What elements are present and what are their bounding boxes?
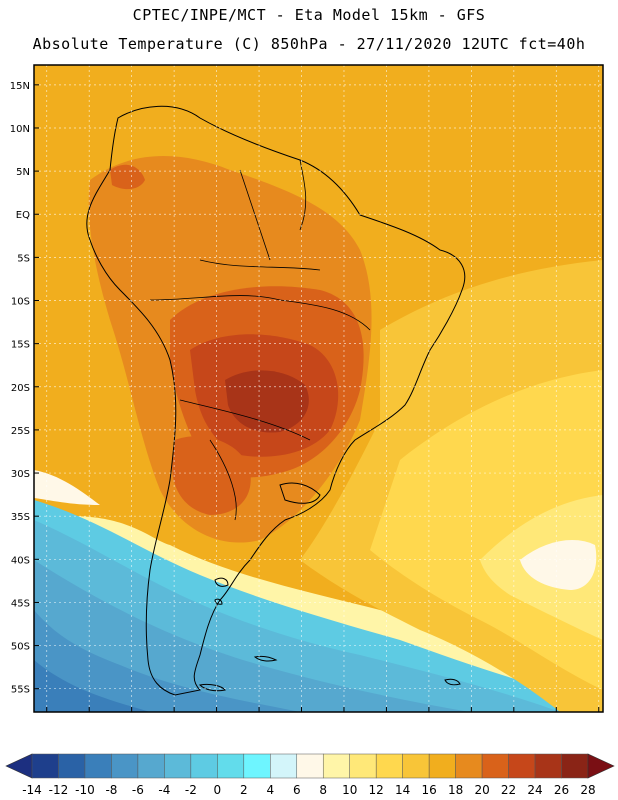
colorbar-swatch xyxy=(375,753,403,779)
colorbar-label: -6 xyxy=(132,783,144,797)
lat-label: 15N xyxy=(10,81,30,92)
lat-label: 10S xyxy=(11,297,30,308)
lat-label: 35S xyxy=(11,512,30,523)
lat-label: 25S xyxy=(11,426,30,437)
colorbar-label: 28 xyxy=(580,783,595,797)
lat-label: 20S xyxy=(11,383,30,394)
colorbar-label: 14 xyxy=(395,783,410,797)
colorbar-label: 6 xyxy=(293,783,301,797)
colorbar-under-arrow xyxy=(5,753,33,779)
colorbar-label: 16 xyxy=(422,783,437,797)
colorbar-label: -14 xyxy=(22,783,42,797)
colorbar-label: -2 xyxy=(185,783,197,797)
lat-label: 45S xyxy=(11,598,30,609)
colorbar-label: 20 xyxy=(474,783,489,797)
colorbar-swatch xyxy=(428,753,456,779)
colorbar-swatch xyxy=(534,753,562,779)
colorbar-swatch xyxy=(243,753,271,779)
lat-label: 10N xyxy=(10,124,30,135)
map-title-line-1: CPTEC/INPE/MCT - Eta Model 15km - GFS xyxy=(132,6,486,24)
lat-label: 50S xyxy=(11,642,30,653)
colorbar-label: -12 xyxy=(49,783,69,797)
colorbar-swatch xyxy=(111,753,139,779)
map-title-line-2: Absolute Temperature (C) 850hPa - 27/11/… xyxy=(32,35,586,53)
colorbar-swatch xyxy=(402,753,430,779)
colorbar-swatch xyxy=(349,753,377,779)
colorbar-swatch xyxy=(84,753,112,779)
colorbar-over-arrow xyxy=(587,753,615,779)
colorbar-label: 8 xyxy=(319,783,327,797)
map-frame xyxy=(33,64,604,713)
colorbar-swatch xyxy=(217,753,245,779)
lat-label: 5S xyxy=(17,253,30,264)
colorbar-label: 2 xyxy=(240,783,248,797)
colorbar-swatch xyxy=(296,753,324,779)
lat-label: 55S xyxy=(11,685,30,696)
colorbar-label: -10 xyxy=(75,783,95,797)
colorbar-swatch xyxy=(270,753,298,779)
colorbar-swatch xyxy=(58,753,86,779)
temperature-field xyxy=(34,65,603,712)
colorbar-swatch xyxy=(31,753,59,779)
lat-label: 30S xyxy=(11,469,30,480)
colorbar-swatch xyxy=(164,753,192,779)
colorbar-swatch xyxy=(455,753,483,779)
longitude-axis: 85W80W75W70W65W60W55W50W45W40W35W30W25W2… xyxy=(46,707,600,712)
colorbar-swatches xyxy=(5,753,615,779)
colorbar-swatch xyxy=(190,753,218,779)
colorbar-label: 26 xyxy=(554,783,569,797)
colorbar-swatch xyxy=(137,753,165,779)
colorbar-label: -8 xyxy=(105,783,117,797)
colorbar-label: 0 xyxy=(214,783,222,797)
colorbar-label: 10 xyxy=(342,783,357,797)
colorbar-label: 12 xyxy=(369,783,384,797)
temperature-map: 15N 10N 5N EQ 5S 10S 15S 20S 25S 30S 35S 40S 45S 50S 5… xyxy=(10,64,604,713)
colorbar-swatch xyxy=(322,753,350,779)
colorbar-labels: -14 -12 -10 -8 -6 -4 -2 0 2 4 6 8 10 12 14 16 18 20 22 24 26… xyxy=(22,783,595,797)
colorbar-label: 18 xyxy=(448,783,463,797)
latitude-axis: 15N 10N 5N EQ 5S 10S 15S 20S 25S 30S 35S 40S 45S 50S 5… xyxy=(10,81,39,696)
colorbar-label: -4 xyxy=(158,783,170,797)
colorbar-label: 24 xyxy=(527,783,542,797)
colorbar-label: 4 xyxy=(266,783,274,797)
lat-label: 40S xyxy=(11,555,30,566)
lat-label: EQ xyxy=(16,210,30,221)
colorbar-swatch xyxy=(481,753,509,779)
lat-label: 15S xyxy=(11,340,30,351)
lat-label: 5N xyxy=(16,167,30,178)
colorbar-swatch xyxy=(508,753,536,779)
colorbar-label: 22 xyxy=(501,783,516,797)
colorbar-swatch xyxy=(561,753,589,779)
